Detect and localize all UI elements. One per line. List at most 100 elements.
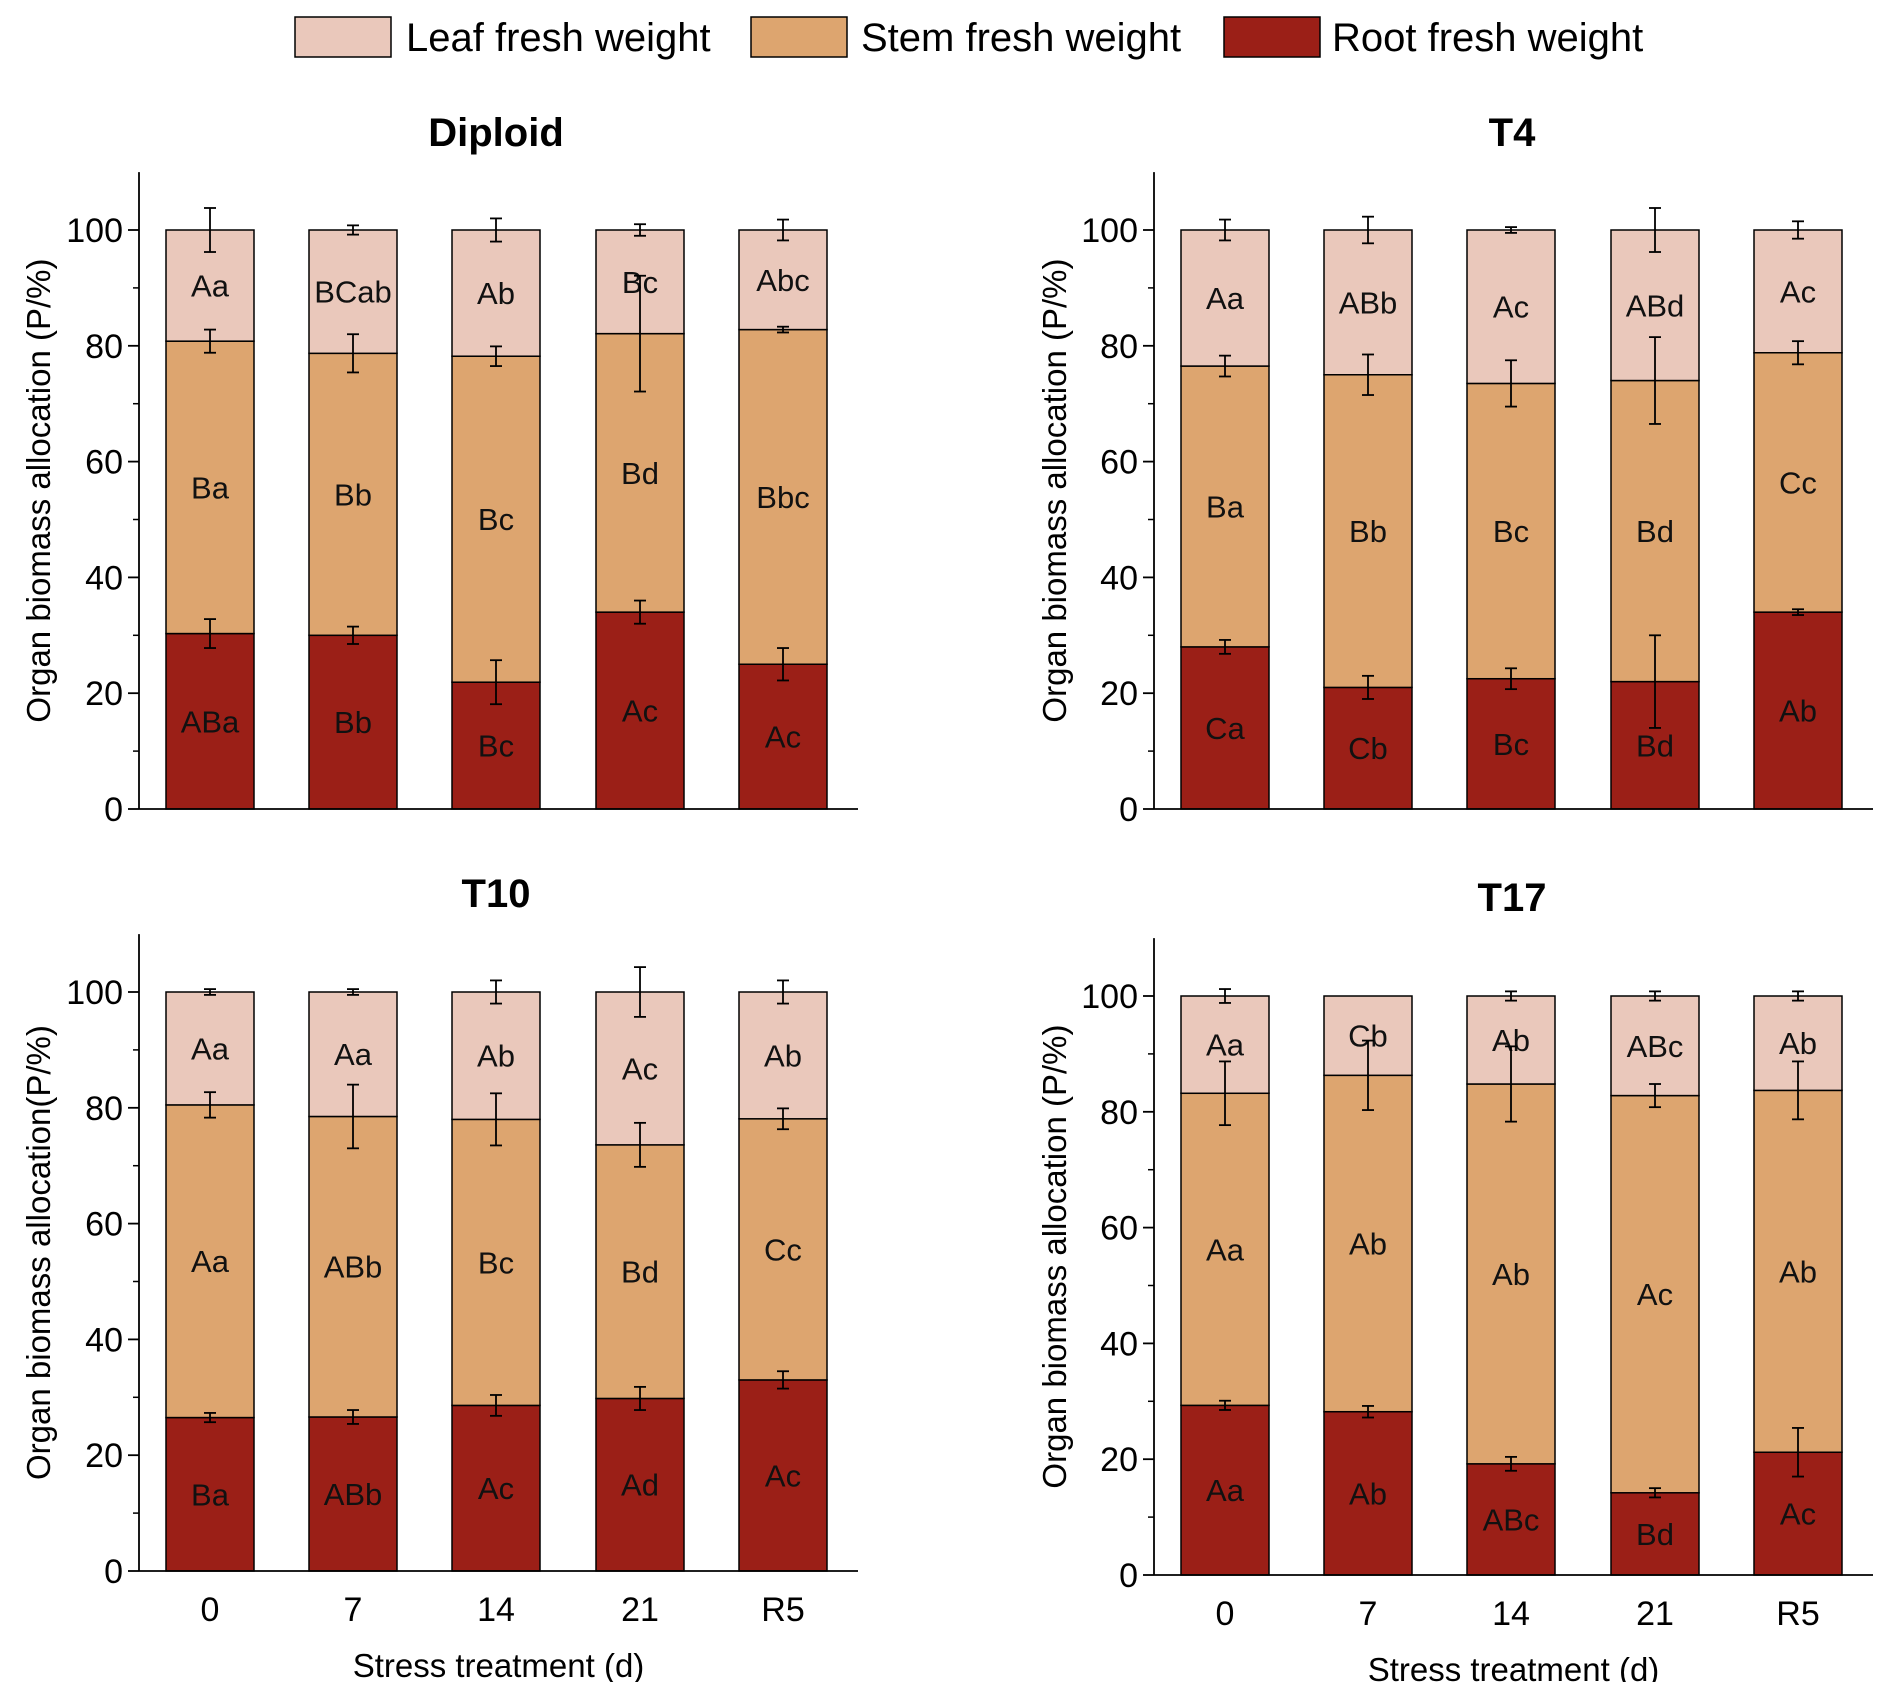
legend-swatch (294, 16, 392, 58)
significance-label: Ba (191, 470, 230, 505)
significance-label: Ba (1206, 489, 1245, 524)
significance-label: Bd (1636, 728, 1674, 763)
bar-segment (1466, 382, 1556, 680)
significance-label: ABb (324, 1250, 383, 1285)
significance-label: Aa (1206, 281, 1245, 316)
bar-segment (165, 991, 255, 1106)
chart-title: Diploid (428, 111, 564, 155)
significance-label: Aa (1206, 1028, 1245, 1063)
y-tick-label: 20 (85, 675, 123, 713)
legend-swatch (1223, 16, 1321, 58)
y-axis-label: Organ biomass allocation (P/%) (1036, 259, 1073, 723)
y-tick-label: 100 (66, 974, 123, 1012)
bar-segment (308, 229, 398, 355)
y-tick-label: 80 (85, 1090, 123, 1128)
significance-label: Ac (1493, 290, 1529, 325)
y-axis-label: Organ biomass allocation (P/%) (1036, 1025, 1073, 1489)
significance-label: Aa (1206, 1232, 1245, 1267)
bar-segment (308, 634, 398, 810)
y-tick-label: 20 (1100, 675, 1138, 713)
significance-label: Bb (334, 477, 372, 512)
y-tick-label: 0 (104, 791, 123, 829)
y-tick-label: 60 (1100, 1210, 1138, 1248)
y-axis-label: Organ biomass allocation (P/%) (20, 259, 57, 723)
significance-label: ABa (181, 704, 240, 739)
significance-label: Aa (191, 1031, 230, 1066)
bar-segment (451, 1404, 541, 1572)
x-axis-label: Stress treatment (d) (353, 1647, 645, 1682)
significance-label: Bd (1636, 514, 1674, 549)
bar-segment (451, 355, 541, 683)
chart-title: T17 (1478, 876, 1547, 920)
y-tick-label: 0 (104, 1553, 123, 1591)
y-tick-label: 40 (1100, 1325, 1138, 1363)
bar-segment (1323, 1074, 1413, 1413)
significance-label: Ab (1349, 1227, 1387, 1262)
significance-label: Ac (765, 1458, 801, 1493)
significance-label: Cc (764, 1232, 802, 1267)
x-tick-label: 0 (201, 1591, 220, 1629)
y-tick-label: 20 (1100, 1441, 1138, 1479)
x-tick-label: 14 (477, 1591, 515, 1629)
significance-label: Ba (191, 1477, 230, 1512)
y-tick-label: 60 (1100, 444, 1138, 482)
significance-label: Bc (478, 1245, 514, 1280)
significance-label: Ab (477, 1039, 515, 1074)
significance-label: Ad (621, 1468, 659, 1503)
significance-label: Aa (334, 1037, 373, 1072)
bar-segment (165, 632, 255, 810)
bar-segment (738, 328, 828, 665)
bar-segment (595, 611, 685, 810)
significance-label: Ab (1779, 1026, 1817, 1061)
y-tick-label: 60 (85, 1206, 123, 1244)
significance-label: Ac (622, 1051, 658, 1086)
bar-segment (1323, 1410, 1413, 1576)
significance-label: Bbc (756, 480, 809, 515)
bar-segment (308, 1416, 398, 1572)
chart-title: T10 (462, 872, 531, 916)
significance-label: Bd (621, 1255, 659, 1290)
legend-label: Root fresh weight (1332, 16, 1643, 60)
significance-label: ABc (1483, 1502, 1540, 1537)
significance-label: ABd (1626, 288, 1685, 323)
significance-label: Bc (478, 729, 514, 764)
x-tick-label: 21 (621, 1591, 659, 1629)
significance-label: Ac (1780, 1497, 1816, 1532)
y-tick-label: 40 (1100, 559, 1138, 597)
significance-label: Bb (1349, 514, 1387, 549)
significance-label: Aa (191, 1244, 230, 1279)
bar-segment (1180, 365, 1270, 648)
bar-segment (595, 1397, 685, 1572)
x-tick-label: 0 (1216, 1595, 1235, 1633)
y-tick-label: 100 (1081, 978, 1138, 1016)
significance-label: Bd (1636, 1517, 1674, 1552)
bar-segment (1180, 1092, 1270, 1407)
significance-label: Bc (1493, 514, 1529, 549)
y-tick-label: 20 (85, 1437, 123, 1475)
y-tick-label: 100 (66, 212, 123, 250)
significance-label: Ac (622, 694, 658, 729)
significance-label: BCab (314, 275, 392, 310)
bar-segment (738, 229, 828, 331)
significance-label: Ac (1637, 1277, 1673, 1312)
bar-segment (1610, 1492, 1700, 1576)
bar-segment (1753, 1089, 1843, 1454)
significance-label: Aa (191, 269, 230, 304)
significance-label: ABc (1627, 1029, 1684, 1064)
chart-title: T4 (1489, 111, 1536, 155)
bar-segment (165, 1104, 255, 1419)
significance-label: Bc (478, 502, 514, 537)
bar-segment (1180, 995, 1270, 1095)
bar-segment (1323, 229, 1413, 376)
bar-segment (1610, 995, 1700, 1097)
significance-label: Ab (1779, 694, 1817, 729)
x-tick-label: 7 (344, 1591, 363, 1629)
significance-label: Ac (478, 1471, 514, 1506)
significance-label: Bd (621, 456, 659, 491)
y-tick-label: 100 (1081, 212, 1138, 250)
x-tick-label: R5 (1776, 1595, 1819, 1633)
x-tick-label: 7 (1359, 1595, 1378, 1633)
significance-label: Abc (756, 263, 809, 298)
significance-label: ABb (324, 1477, 383, 1512)
chart-panel: T10 Ba Aa Aa ABb ABb Aa Ac Bc Ab Ad Bd Ac Ac Cc Ab 0 20 40… (20, 872, 858, 1682)
